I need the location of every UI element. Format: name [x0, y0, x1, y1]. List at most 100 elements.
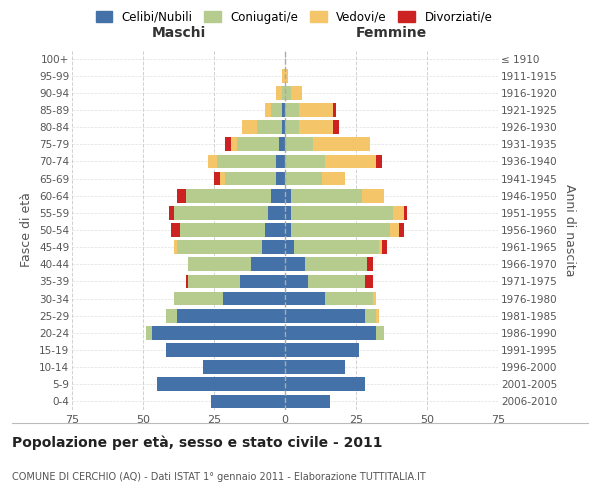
Bar: [305, 258, 367, 271]
Bar: [282, 86, 285, 100]
Bar: [373, 292, 376, 306]
Bar: [398, 223, 404, 237]
Bar: [325, 154, 376, 168]
Bar: [285, 86, 290, 100]
Bar: [285, 189, 290, 202]
Bar: [203, 360, 285, 374]
Bar: [157, 378, 285, 391]
Bar: [226, 138, 231, 151]
Bar: [177, 309, 285, 322]
Text: Femmine: Femmine: [356, 26, 427, 40]
Bar: [146, 326, 152, 340]
Bar: [262, 240, 285, 254]
Bar: [211, 394, 285, 408]
Bar: [285, 274, 308, 288]
Bar: [285, 394, 331, 408]
Bar: [285, 326, 376, 340]
Bar: [152, 326, 285, 340]
Bar: [217, 154, 277, 168]
Bar: [285, 138, 313, 151]
Bar: [265, 103, 271, 117]
Bar: [299, 103, 333, 117]
Bar: [208, 154, 217, 168]
Bar: [188, 258, 251, 271]
Bar: [367, 258, 373, 271]
Bar: [365, 274, 373, 288]
Bar: [277, 172, 285, 185]
Bar: [285, 172, 322, 185]
Bar: [185, 189, 271, 202]
Bar: [285, 154, 325, 168]
Bar: [277, 86, 282, 100]
Text: COMUNE DI CERCHIO (AQ) - Dati ISTAT 1° gennaio 2011 - Elaborazione TUTTITALIA.IT: COMUNE DI CERCHIO (AQ) - Dati ISTAT 1° g…: [12, 472, 426, 482]
Bar: [265, 223, 285, 237]
Bar: [174, 206, 268, 220]
Bar: [271, 189, 285, 202]
Bar: [285, 292, 325, 306]
Bar: [285, 206, 290, 220]
Bar: [271, 103, 282, 117]
Bar: [280, 138, 285, 151]
Bar: [313, 138, 370, 151]
Bar: [174, 240, 177, 254]
Bar: [325, 292, 373, 306]
Bar: [188, 274, 239, 288]
Bar: [177, 189, 185, 202]
Bar: [393, 206, 404, 220]
Bar: [293, 240, 379, 254]
Bar: [220, 172, 226, 185]
Bar: [285, 120, 299, 134]
Bar: [185, 274, 188, 288]
Text: Maschi: Maschi: [151, 26, 206, 40]
Bar: [169, 206, 174, 220]
Bar: [290, 223, 390, 237]
Bar: [251, 258, 285, 271]
Bar: [290, 86, 302, 100]
Bar: [282, 103, 285, 117]
Bar: [362, 189, 385, 202]
Bar: [237, 138, 280, 151]
Bar: [285, 343, 359, 357]
Bar: [308, 274, 365, 288]
Bar: [390, 223, 398, 237]
Bar: [226, 172, 277, 185]
Bar: [257, 120, 282, 134]
Bar: [285, 309, 365, 322]
Bar: [239, 274, 285, 288]
Bar: [166, 309, 177, 322]
Bar: [285, 223, 290, 237]
Bar: [404, 206, 407, 220]
Bar: [180, 223, 265, 237]
Bar: [285, 103, 299, 117]
Bar: [285, 69, 288, 82]
Bar: [177, 240, 262, 254]
Bar: [214, 172, 220, 185]
Bar: [172, 223, 180, 237]
Y-axis label: Fasce di età: Fasce di età: [20, 192, 34, 268]
Bar: [268, 206, 285, 220]
Legend: Celibi/Nubili, Coniugati/e, Vedovi/e, Divorziati/e: Celibi/Nubili, Coniugati/e, Vedovi/e, Di…: [91, 6, 497, 28]
Bar: [376, 309, 379, 322]
Bar: [277, 154, 285, 168]
Bar: [231, 138, 237, 151]
Bar: [382, 240, 387, 254]
Bar: [376, 154, 382, 168]
Bar: [282, 69, 285, 82]
Bar: [333, 103, 336, 117]
Bar: [333, 120, 339, 134]
Bar: [166, 343, 285, 357]
Bar: [223, 292, 285, 306]
Bar: [174, 292, 223, 306]
Bar: [242, 120, 257, 134]
Bar: [285, 240, 293, 254]
Bar: [285, 378, 365, 391]
Bar: [285, 360, 344, 374]
Bar: [376, 326, 385, 340]
Bar: [290, 206, 393, 220]
Bar: [285, 258, 305, 271]
Bar: [282, 120, 285, 134]
Bar: [322, 172, 344, 185]
Y-axis label: Anni di nascita: Anni di nascita: [563, 184, 576, 276]
Text: Popolazione per età, sesso e stato civile - 2011: Popolazione per età, sesso e stato civil…: [12, 435, 383, 450]
Bar: [299, 120, 333, 134]
